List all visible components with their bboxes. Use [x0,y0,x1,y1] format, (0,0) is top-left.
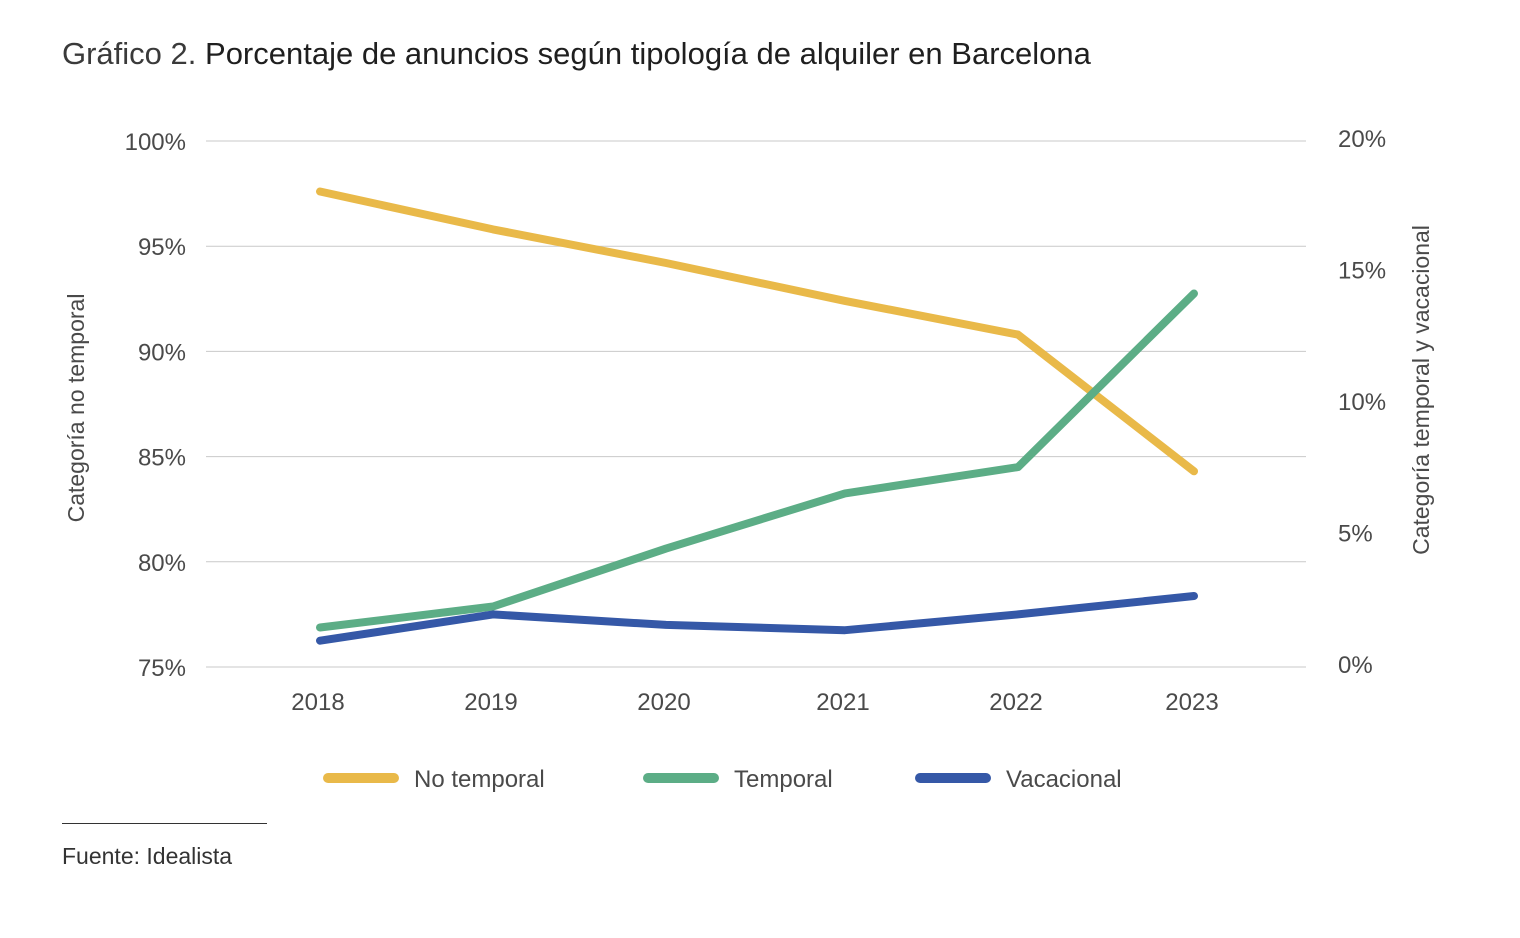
series-lines [316,187,1198,645]
legend-item-temporal: Temporal [643,766,833,793]
x-tick-label: 2018 [291,689,344,716]
source-divider [62,823,267,824]
left-tick-label: 90% [138,339,186,366]
right-tick-label: 20% [1338,126,1386,153]
x-tick-label: 2020 [637,689,690,716]
left-tick-label: 85% [138,445,186,472]
legend-label: No temporal [414,766,545,793]
right-axis-label: Categoría temporal y vacacional [1408,225,1434,555]
series-line-no-temporal [316,187,1198,476]
left-axis-ticks: 75% 80% 85% 90% 95% 100% [125,129,186,682]
chart-title: Gráfico 2. Porcentaje de anuncios según … [62,36,1091,72]
chart-title-prefix: Gráfico 2. [62,36,197,71]
left-axis-label: Categoría no temporal [63,294,89,523]
x-tick-label: 2023 [1165,689,1218,716]
legend-item-vacacional: Vacacional [915,766,1122,793]
series-line-temporal [316,289,1198,632]
right-tick-label: 0% [1338,652,1373,679]
x-axis-ticks: 2018 2019 2020 2021 2022 2023 [291,689,1218,716]
right-tick-label: 5% [1338,521,1373,548]
legend: No temporal Temporal Vacacional [323,766,1122,793]
left-tick-label: 80% [138,550,186,577]
source-note: Fuente: Idealista [62,843,233,869]
x-tick-label: 2019 [464,689,517,716]
series-line-vacacional [316,592,1198,645]
left-tick-label: 75% [138,655,186,682]
x-tick-label: 2022 [989,689,1042,716]
right-tick-label: 15% [1338,258,1386,285]
left-tick-label: 95% [138,234,186,261]
right-axis-ticks: 0% 5% 10% 15% 20% [1338,126,1386,679]
legend-item-no-temporal: No temporal [323,766,545,793]
legend-label: Vacacional [1006,766,1122,793]
right-tick-label: 10% [1338,389,1386,416]
chart-title-main: Porcentaje de anuncios según tipología d… [205,36,1091,71]
gridlines [206,140,1306,668]
x-tick-label: 2021 [816,689,869,716]
left-tick-label: 100% [125,129,186,156]
legend-label: Temporal [734,766,833,793]
